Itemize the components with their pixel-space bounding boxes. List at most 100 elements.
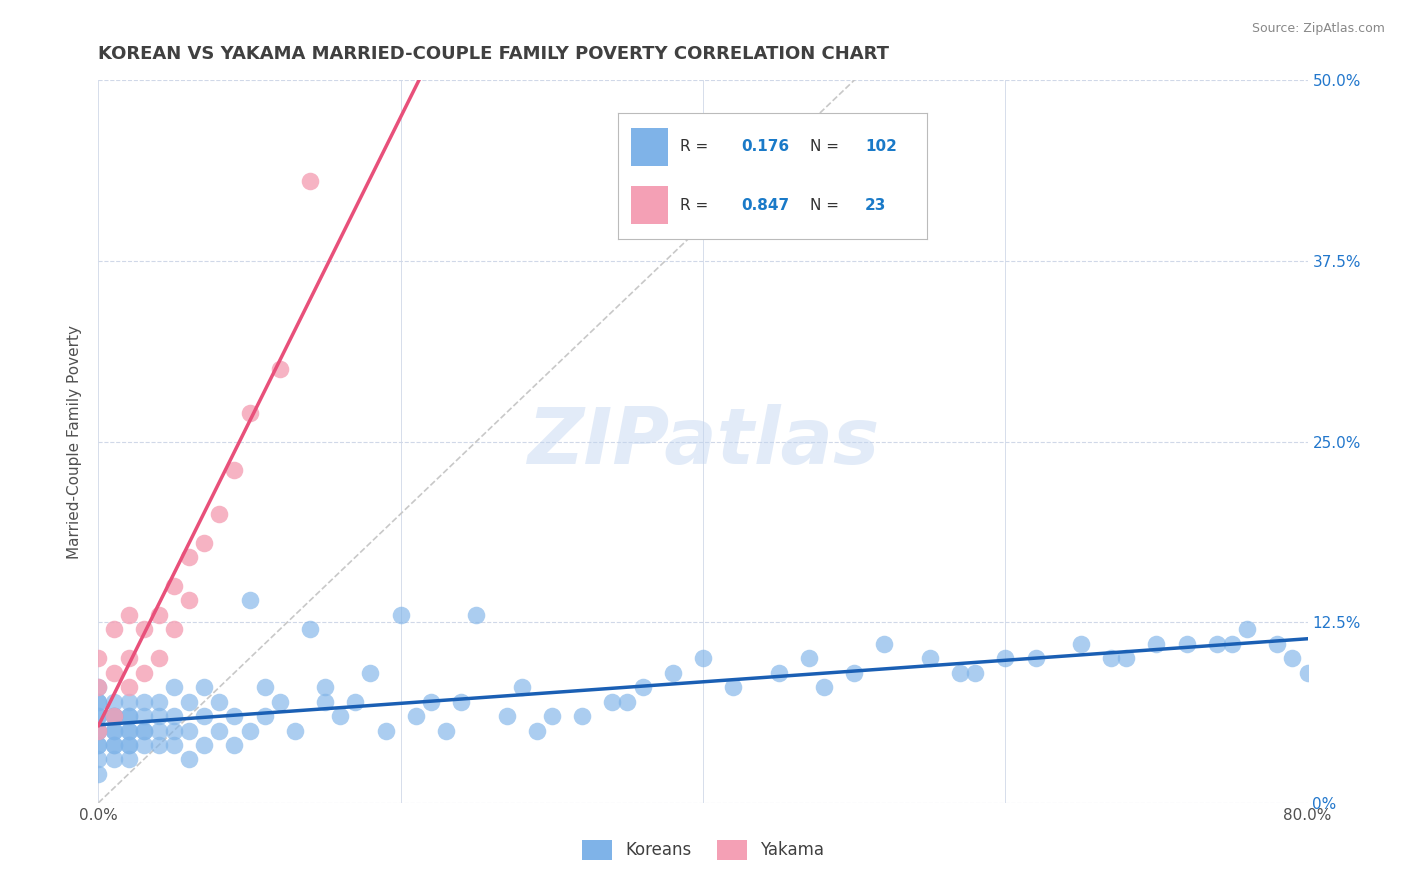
Point	[103, 709, 125, 723]
Point	[87, 738, 110, 752]
Point	[87, 680, 110, 694]
Point	[163, 738, 186, 752]
Point	[224, 709, 246, 723]
Point	[193, 535, 215, 549]
Point	[1267, 637, 1289, 651]
Point	[616, 695, 638, 709]
Point	[103, 738, 125, 752]
Point	[571, 709, 593, 723]
Point	[797, 651, 820, 665]
Text: ZIPatlas: ZIPatlas	[527, 403, 879, 480]
Point	[103, 709, 125, 723]
Point	[118, 723, 141, 738]
Point	[405, 709, 427, 723]
Point	[239, 593, 262, 607]
Point	[118, 680, 141, 694]
Point	[148, 651, 170, 665]
Point	[299, 623, 322, 637]
Point	[1236, 623, 1258, 637]
Point	[163, 709, 186, 723]
Point	[344, 695, 367, 709]
Point	[965, 665, 987, 680]
Point	[163, 623, 186, 637]
Point	[420, 695, 443, 709]
Point	[103, 723, 125, 738]
Point	[87, 695, 110, 709]
Point	[87, 723, 110, 738]
Point	[314, 695, 336, 709]
Point	[239, 406, 262, 420]
Point	[148, 723, 170, 738]
Point	[208, 507, 231, 521]
Point	[269, 362, 291, 376]
Text: KOREAN VS YAKAMA MARRIED-COUPLE FAMILY POVERTY CORRELATION CHART: KOREAN VS YAKAMA MARRIED-COUPLE FAMILY P…	[98, 45, 890, 63]
Point	[132, 695, 155, 709]
Point	[768, 665, 790, 680]
Point	[132, 665, 155, 680]
Point	[193, 709, 215, 723]
Point	[299, 174, 322, 188]
Point	[148, 738, 170, 752]
Point	[103, 709, 125, 723]
Point	[179, 593, 201, 607]
Point	[269, 695, 291, 709]
Point	[314, 680, 336, 694]
Point	[374, 723, 396, 738]
Point	[118, 709, 141, 723]
Text: Source: ZipAtlas.com: Source: ZipAtlas.com	[1251, 22, 1385, 36]
Point	[284, 723, 307, 738]
Point	[148, 709, 170, 723]
Point	[132, 623, 155, 637]
Point	[87, 767, 110, 781]
Point	[360, 665, 382, 680]
Point	[813, 680, 835, 694]
Point	[103, 709, 125, 723]
Point	[118, 738, 141, 752]
Point	[224, 738, 246, 752]
Point	[179, 752, 201, 766]
Point	[179, 695, 201, 709]
Point	[118, 723, 141, 738]
Point	[949, 665, 972, 680]
Point	[631, 680, 654, 694]
Point	[389, 607, 412, 622]
Point	[87, 680, 110, 694]
Point	[163, 723, 186, 738]
Point	[1220, 637, 1243, 651]
Point	[103, 738, 125, 752]
Point	[1070, 637, 1092, 651]
Point	[118, 607, 141, 622]
Point	[103, 752, 125, 766]
Point	[208, 723, 231, 738]
Point	[253, 680, 276, 694]
Point	[179, 550, 201, 565]
Point	[87, 709, 110, 723]
Point	[148, 607, 170, 622]
Point	[87, 723, 110, 738]
Point	[434, 723, 457, 738]
Point	[193, 680, 215, 694]
Point	[723, 680, 745, 694]
Point	[87, 752, 110, 766]
Point	[87, 723, 110, 738]
Point	[1206, 637, 1229, 651]
Point	[118, 695, 141, 709]
Point	[103, 665, 125, 680]
Point	[103, 723, 125, 738]
Point	[602, 695, 624, 709]
Point	[103, 695, 125, 709]
Point	[1115, 651, 1137, 665]
Point	[193, 738, 215, 752]
Point	[1281, 651, 1303, 665]
Point	[118, 651, 141, 665]
Point	[224, 463, 246, 477]
Y-axis label: Married-Couple Family Poverty: Married-Couple Family Poverty	[67, 325, 83, 558]
Point	[87, 738, 110, 752]
Legend: Koreans, Yakama: Koreans, Yakama	[575, 833, 831, 867]
Point	[103, 623, 125, 637]
Point	[465, 607, 488, 622]
Point	[540, 709, 562, 723]
Point	[118, 752, 141, 766]
Point	[118, 738, 141, 752]
Point	[163, 680, 186, 694]
